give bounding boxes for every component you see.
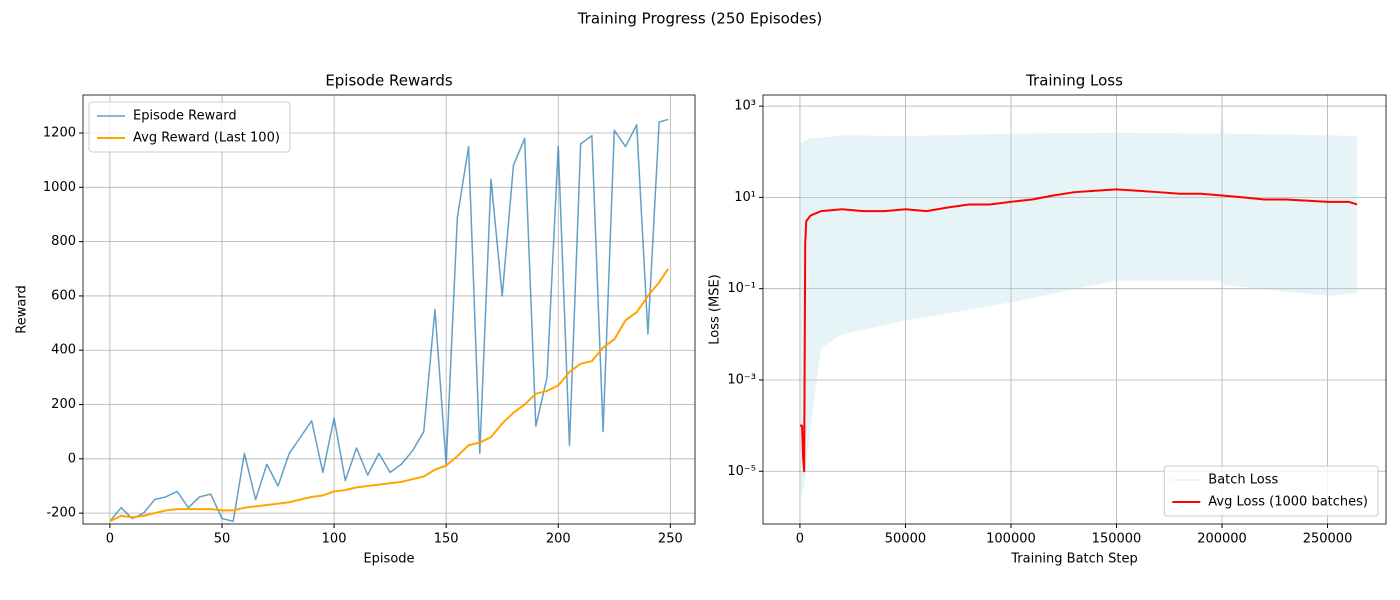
plot-area — [109, 118, 669, 523]
legend-label: Batch Loss — [1208, 473, 1278, 488]
x-tick-label: 150000 — [1092, 532, 1142, 547]
axes-title: Episode Rewards — [325, 72, 453, 90]
x-axis-label: Episode — [363, 552, 414, 567]
axes-frame — [762, 94, 1387, 525]
series-line — [109, 118, 669, 523]
y-tick-label: 10⁻³ — [727, 372, 756, 387]
y-tick-label: 10³ — [734, 99, 756, 114]
y-tick-label: 800 — [51, 234, 76, 249]
legend-box — [88, 101, 291, 153]
x-tick-label: 0 — [106, 532, 114, 547]
x-tick-label: 0 — [796, 532, 804, 547]
y-tick-label: 10⁻¹ — [727, 281, 756, 296]
x-tick-label: 100 — [322, 532, 347, 547]
y-tick-label: 600 — [51, 288, 76, 303]
x-tick-label: 250 — [658, 532, 683, 547]
y-tick-label: 0 — [68, 451, 76, 466]
legend: Episode Reward Avg Reward (Last 100) — [88, 101, 291, 153]
y-tick-label: 10⁻⁵ — [727, 464, 756, 479]
x-tick-label: 50 — [214, 532, 231, 547]
x-axis-label: Training Batch Step — [1010, 552, 1138, 567]
y-tick-label: 1000 — [43, 180, 76, 195]
legend-label: Avg Loss (1000 batches) — [1208, 495, 1368, 510]
series-line — [799, 188, 1358, 473]
y-tick-label: 200 — [51, 397, 76, 412]
figure-title: Training Progress (250 Episodes) — [577, 10, 823, 28]
y-tick-label: 400 — [51, 343, 76, 358]
y-axis-label: Reward — [15, 285, 30, 333]
legend-label: Avg Reward (Last 100) — [133, 131, 280, 146]
y-axis-label: Loss (MSE) — [708, 274, 723, 344]
x-tick-label: 50000 — [885, 532, 926, 547]
plot-area — [799, 110, 1358, 504]
legend: Batch Loss Avg Loss (1000 batches) — [1163, 465, 1379, 517]
y-tick-label: 1200 — [43, 126, 76, 141]
x-tick-label: 200000 — [1197, 532, 1247, 547]
series-line — [109, 268, 669, 523]
legend-box — [1163, 465, 1379, 517]
x-tick-label: 100000 — [986, 532, 1036, 547]
y-tick-label: 10¹ — [734, 190, 756, 205]
x-tick-label: 150 — [434, 532, 459, 547]
legend-label: Episode Reward — [133, 109, 237, 124]
axes-title: Training Loss — [1025, 72, 1123, 90]
x-tick-label: 200 — [546, 532, 571, 547]
axes-frame — [82, 94, 696, 525]
y-tick-label: -200 — [46, 506, 76, 521]
x-tick-label: 250000 — [1303, 532, 1353, 547]
